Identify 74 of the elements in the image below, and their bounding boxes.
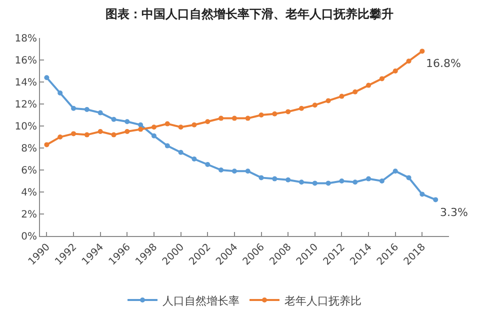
y-tick-label: 0% (21, 232, 37, 242)
point (84, 132, 90, 138)
point (406, 58, 412, 64)
point (98, 129, 103, 134)
point (420, 192, 425, 197)
point (124, 119, 130, 124)
point (379, 178, 384, 184)
legend-label: 老年人口抚养比 (284, 294, 362, 308)
point (406, 175, 412, 180)
point (420, 48, 425, 54)
point (298, 106, 304, 111)
point (312, 102, 318, 108)
y-tick-label: 14% (14, 78, 37, 88)
point (245, 168, 250, 174)
y-tick-label: 18% (14, 34, 37, 44)
point (151, 133, 156, 138)
point (71, 106, 76, 111)
point (366, 82, 372, 88)
point (71, 131, 76, 136)
point (245, 116, 250, 121)
point (178, 150, 184, 155)
point (326, 98, 331, 104)
point (218, 116, 224, 121)
point (232, 116, 237, 121)
point (98, 110, 103, 116)
point (339, 178, 344, 184)
point (164, 143, 170, 148)
point (192, 122, 197, 128)
point (111, 116, 116, 122)
point (272, 176, 278, 182)
point (352, 180, 358, 185)
annotation: 16.8% (426, 57, 461, 70)
point (352, 89, 358, 94)
point (192, 156, 197, 162)
point (44, 142, 50, 148)
point (286, 177, 291, 182)
point (232, 168, 237, 174)
point (151, 124, 156, 130)
point (58, 90, 63, 96)
point (138, 122, 144, 128)
y-tick-label: 2% (21, 210, 37, 220)
point (433, 197, 438, 202)
point (218, 168, 224, 172)
point (392, 168, 398, 174)
point (298, 180, 304, 185)
point (205, 162, 210, 167)
annotation: 3.3% (440, 206, 468, 219)
y-tick-label: 8% (21, 144, 37, 154)
point (272, 111, 278, 116)
point (111, 132, 116, 138)
point (58, 134, 63, 140)
point (178, 124, 184, 130)
point (44, 75, 50, 80)
point (205, 119, 210, 124)
chart-title: 图表：中国人口自然增长率下滑、老年人口抚养比攀升 (106, 7, 394, 22)
y-tick-label: 4% (21, 188, 37, 198)
y-tick-label: 12% (14, 100, 37, 110)
point (258, 175, 264, 180)
point (164, 121, 170, 126)
point (392, 68, 398, 74)
point (138, 126, 144, 132)
legend-label: 人口自然增长率 (162, 294, 240, 308)
y-tick-label: 10% (14, 122, 37, 132)
point (286, 109, 291, 114)
y-tick-label: 16% (14, 56, 37, 66)
point (366, 176, 372, 182)
point (339, 94, 344, 99)
point (312, 180, 318, 186)
point (258, 112, 264, 118)
point (379, 76, 384, 82)
y-tick-label: 6% (21, 166, 37, 176)
point (84, 107, 90, 112)
point (124, 129, 130, 134)
point (326, 180, 331, 186)
